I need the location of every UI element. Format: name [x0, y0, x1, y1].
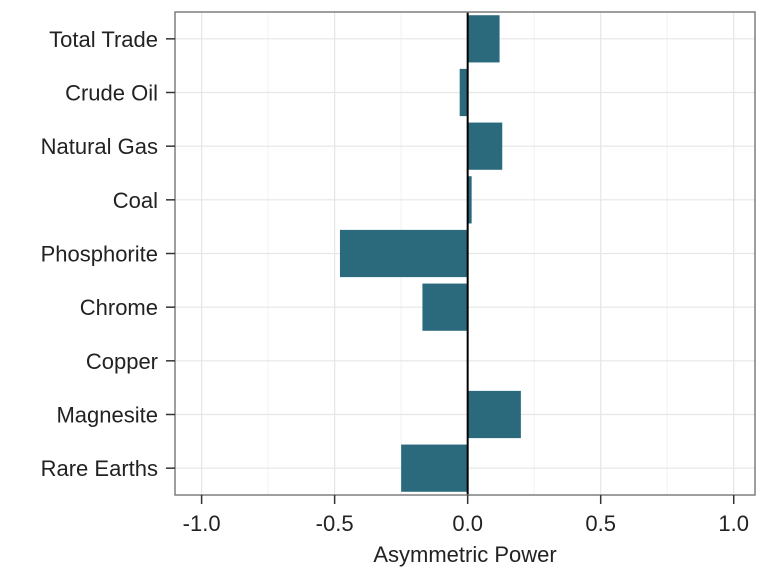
x-axis-title: Asymmetric Power: [373, 542, 556, 567]
y-tick-label: Chrome: [80, 295, 158, 320]
bars: [339, 15, 521, 492]
bar-coal: [467, 176, 472, 224]
y-tick-label: Copper: [86, 349, 158, 374]
x-axis: -1.0 -0.5 0.0 0.5 1.0: [183, 495, 749, 536]
x-tick-label: 0.5: [585, 511, 616, 536]
y-tick-label: Crude Oil: [65, 81, 158, 106]
bar-chrome: [422, 283, 468, 331]
y-tick-label: Coal: [113, 188, 158, 213]
x-tick-label: 1.0: [718, 511, 749, 536]
y-tick-label: Phosphorite: [41, 242, 158, 267]
x-tick-label: 0.0: [452, 511, 483, 536]
x-tick-label: -1.0: [183, 511, 221, 536]
y-tick-label: Natural Gas: [41, 134, 158, 159]
y-tick-label: Rare Earths: [41, 456, 158, 481]
bar-crude-oil: [459, 68, 468, 117]
bar-phosphorite: [339, 229, 468, 278]
y-axis: Total Trade Crude Oil Natural Gas Coal Phosp…: [41, 27, 175, 481]
bar-natural-gas: [467, 122, 503, 170]
y-tick-label: Magnesite: [56, 403, 158, 428]
bar-rare-earths: [401, 444, 468, 492]
bar-total-trade: [467, 15, 500, 63]
bar-magnesite: [467, 390, 521, 439]
x-tick-label: -0.5: [316, 511, 354, 536]
y-tick-label: Total Trade: [49, 27, 158, 52]
